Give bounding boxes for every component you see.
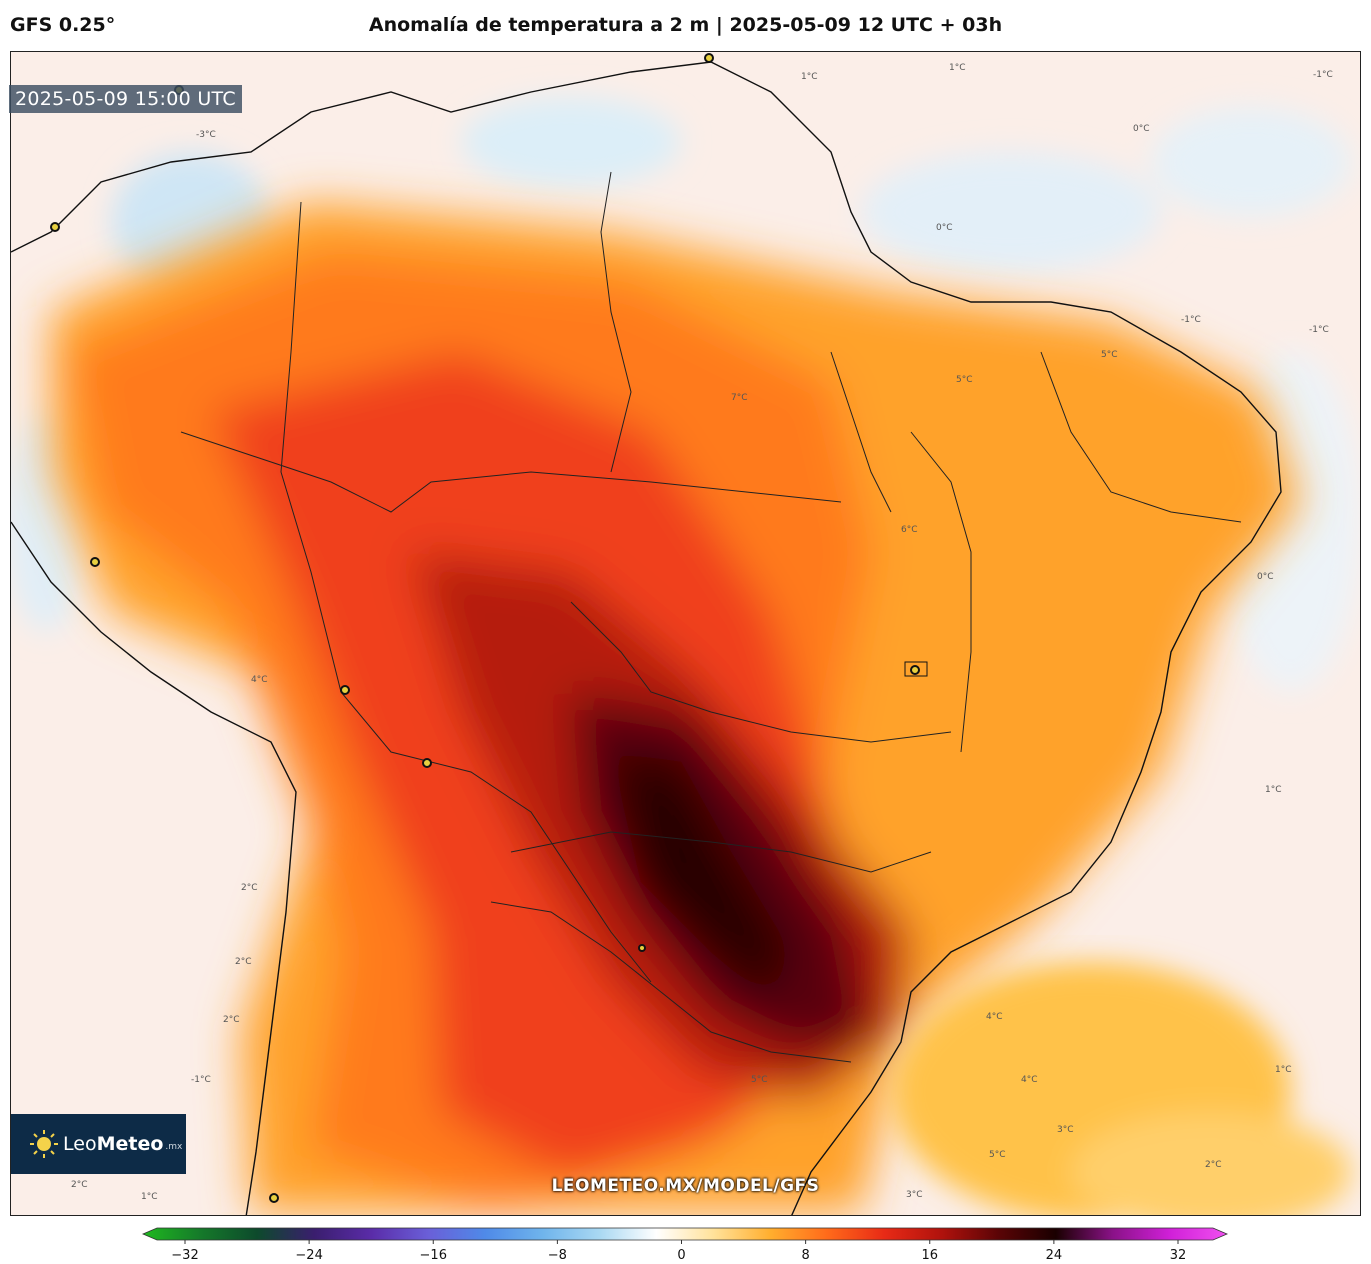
- coastline: [11, 61, 1282, 1215]
- svg-text:-1°C: -1°C: [1309, 325, 1329, 335]
- colorbar-tick-label: −24: [295, 1248, 323, 1263]
- map-title: Anomalía de temperatura a 2 m | 2025-05-…: [368, 14, 1003, 36]
- sun-icon: [30, 1130, 58, 1158]
- contour-labels: 1°C -1°C 0°C -3°C 1°C 0°C -1°C 5°C 7°C 5…: [71, 63, 1333, 1202]
- atlantic-warm-region: [891, 962, 1351, 1215]
- svg-text:-1°C: -1°C: [1181, 315, 1201, 325]
- model-label: GFS 0.25°: [10, 14, 116, 36]
- colorbar-ticks: [184, 1240, 1179, 1244]
- svg-text:4°C: 4°C: [986, 1012, 1003, 1022]
- svg-text:5°C: 5°C: [989, 1150, 1006, 1160]
- svg-text:5°C: 5°C: [1101, 350, 1118, 360]
- country-borders: [180, 171, 1242, 1063]
- logo-wordmark: LeoMeteo: [63, 1133, 164, 1155]
- colorbar-tick-label: −32: [171, 1248, 199, 1263]
- svg-text:7°C: 7°C: [731, 393, 748, 403]
- svg-text:4°C: 4°C: [251, 675, 268, 685]
- svg-text:-1°C: -1°C: [1313, 70, 1333, 80]
- colorbar-tick-label: 16: [921, 1248, 939, 1263]
- colorbar-tick-label: −16: [419, 1248, 447, 1263]
- svg-text:0°C: 0°C: [1257, 572, 1274, 582]
- svg-text:5°C: 5°C: [751, 1075, 768, 1085]
- colorbar-tick-label: 0: [677, 1248, 686, 1263]
- colorbar-tick-label: 24: [1045, 1248, 1063, 1263]
- source-watermark: LEOMETEO.MX/MODEL/GFS: [551, 1176, 820, 1196]
- colorbar: [141, 1227, 1229, 1244]
- svg-text:2°C: 2°C: [1205, 1160, 1222, 1170]
- svg-text:1°C: 1°C: [801, 72, 818, 82]
- colorbar-bar: [141, 1227, 1229, 1241]
- colorbar-tick-label: 32: [1169, 1248, 1187, 1263]
- leometeo-logo: LeoMeteo .mx: [11, 1114, 186, 1174]
- svg-text:6°C: 6°C: [901, 525, 918, 535]
- svg-text:4°C: 4°C: [1021, 1075, 1038, 1085]
- svg-text:-3°C: -3°C: [196, 130, 216, 140]
- svg-text:0°C: 0°C: [936, 223, 953, 233]
- federal-district-marker: [904, 661, 928, 677]
- svg-text:1°C: 1°C: [1275, 1065, 1292, 1075]
- warm-anomaly-regions: [51, 202, 1301, 1212]
- svg-text:-1°C: -1°C: [191, 1075, 211, 1085]
- svg-text:1°C: 1°C: [949, 63, 966, 73]
- anomaly-map: 1°C -1°C 0°C -3°C 1°C 0°C -1°C 5°C 7°C 5…: [11, 52, 1360, 1215]
- colorbar-tick-label: −8: [547, 1248, 567, 1263]
- svg-text:1°C: 1°C: [1265, 785, 1282, 795]
- svg-text:3°C: 3°C: [906, 1190, 923, 1200]
- svg-text:2°C: 2°C: [223, 1015, 240, 1025]
- svg-text:1°C: 1°C: [141, 1192, 158, 1202]
- logo-suffix: .mx: [165, 1142, 183, 1152]
- svg-text:2°C: 2°C: [71, 1180, 88, 1190]
- west-coastline: [11, 521, 297, 1215]
- map-panel[interactable]: 1°C -1°C 0°C -3°C 1°C 0°C -1°C 5°C 7°C 5…: [10, 51, 1361, 1216]
- svg-text:0°C: 0°C: [1133, 124, 1150, 134]
- svg-text:3°C: 3°C: [1057, 1125, 1074, 1135]
- svg-text:5°C: 5°C: [956, 375, 973, 385]
- colorbar-tick-label: 8: [801, 1248, 810, 1263]
- svg-text:2°C: 2°C: [235, 957, 252, 967]
- svg-text:2°C: 2°C: [241, 883, 258, 893]
- valid-time-badge: 2025-05-09 15:00 UTC: [9, 85, 242, 113]
